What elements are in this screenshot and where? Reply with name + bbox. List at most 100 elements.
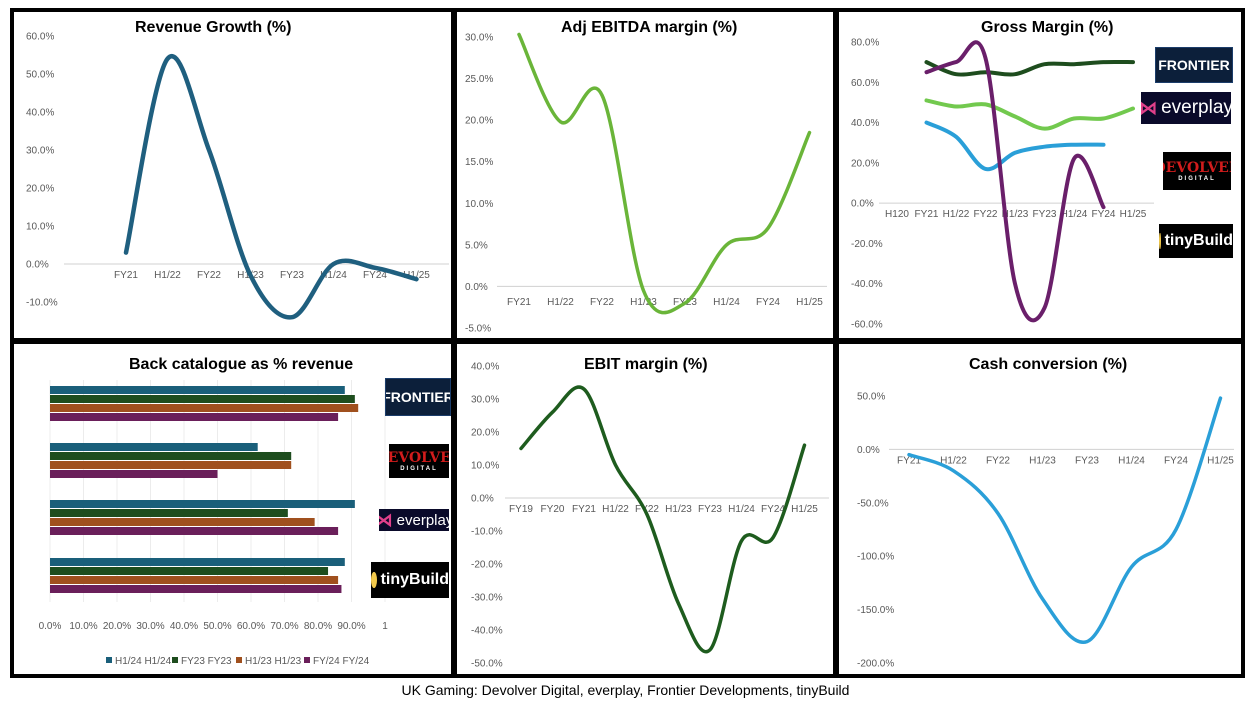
y-tick-label: -40.0% — [851, 279, 883, 290]
y-tick-label: 60.0% — [26, 32, 54, 43]
series-line — [907, 396, 1223, 644]
devolver-logo: DEVOLVERDIGITAL — [1163, 152, 1231, 190]
ebit-margin-chart: 40.0% 30.0% 20.0% 10.0% 0.0% -10.0% -20.0% -30.… — [471, 362, 829, 670]
series-line — [924, 40, 1106, 323]
y-tick-label: 20.0% — [465, 116, 493, 127]
y-tick-label: -200.0% — [857, 659, 894, 670]
y-tick-label: -10.0% — [471, 527, 503, 538]
x-tick-label: H1/22 — [154, 270, 181, 281]
everplay-logo: ⋈ everplay — [379, 509, 449, 531]
y-tick-label: 20.0% — [851, 158, 879, 169]
x-tick-label: FY23 — [698, 504, 722, 515]
x-tick-label: FY21 — [915, 209, 939, 220]
y-tick-label: 50.0% — [857, 392, 885, 403]
x-tick-label: 40.0% — [170, 621, 198, 632]
x-tick-label: FY22 — [590, 297, 614, 308]
x-tick-label: 60.0% — [237, 621, 265, 632]
legend-swatch — [172, 657, 178, 663]
legend-label: FY/24 FY/24 — [313, 656, 370, 667]
series-line — [519, 385, 807, 654]
series-line — [924, 120, 1106, 172]
legend-label: H1/23 H1/23 — [245, 656, 302, 667]
bar — [50, 567, 329, 575]
x-tick-label: H1/22 — [940, 455, 967, 466]
y-tick-label: 40.0% — [26, 108, 54, 119]
gross-margin-panel: Gross Margin (%) 80.0% 60.0% 40.0% 20.0% 0.0… — [839, 12, 1241, 338]
x-tick-label: H1/25 — [1207, 455, 1234, 466]
x-tick-label: FY22 — [986, 455, 1010, 466]
revenue-growth-title: Revenue Growth (%) — [135, 19, 292, 36]
gross-margin-chart: 80.0% 60.0% 40.0% 20.0% 0.0% -20.0% -40.0% -60.… — [851, 38, 1154, 331]
x-tick-label: 0.0% — [39, 621, 62, 632]
x-tick-label: 10.0% — [69, 621, 97, 632]
bar — [50, 404, 359, 412]
x-tick-label: 20.0% — [103, 621, 131, 632]
x-tick-label: H1/23 — [1002, 209, 1029, 220]
y-tick-label: 40.0% — [471, 362, 499, 373]
devolver-logo: DEVOLVERDIGITAL — [389, 444, 449, 478]
x-tick-label: 90.0% — [337, 621, 365, 632]
y-tick-label: -20.0% — [471, 560, 503, 571]
bar — [50, 452, 292, 460]
legend-swatch — [236, 657, 242, 663]
bar — [50, 443, 258, 451]
x-tick-label: H1/23 — [1029, 455, 1056, 466]
x-tick-label: FY21 — [572, 504, 596, 515]
y-tick-label: 30.0% — [465, 33, 493, 44]
gross-margin-title: Gross Margin (%) — [981, 19, 1114, 36]
x-tick-label: FY24 — [761, 504, 785, 515]
series-line — [924, 59, 1135, 77]
x-tick-label: H1/25 — [791, 504, 818, 515]
y-tick-label: 0.0% — [465, 282, 488, 293]
x-tick-label: FY19 — [509, 504, 533, 515]
legend-swatch — [304, 657, 310, 663]
bar — [50, 518, 315, 526]
y-tick-label: 0.0% — [851, 199, 874, 210]
ebit-margin-panel: EBIT margin (%) 40.0% 30.0% 20.0% 10.0% 0.0%… — [457, 344, 833, 674]
back-catalogue-title: Back catalogue as % revenue — [129, 356, 354, 373]
back-catalogue-chart: 0.0% 10.0% 20.0% 30.0% 40.0% 50.0% 60.0% 70.0% 8… — [39, 380, 388, 667]
x-tick-label: FY24 — [1092, 209, 1116, 220]
x-tick-label: H1/23 — [665, 504, 692, 515]
x-tick-label: FY20 — [541, 504, 565, 515]
x-tick-label: 70.0% — [270, 621, 298, 632]
legend-swatch — [106, 657, 112, 663]
bar — [50, 413, 339, 421]
tinybuild-logo: tinyBuild — [1159, 224, 1233, 258]
y-tick-label: 0.0% — [26, 260, 49, 271]
x-tick-label: H1/24 — [728, 504, 755, 515]
tinybuild-face-icon — [1159, 233, 1161, 249]
x-tick-label: FY21 — [507, 297, 531, 308]
x-tick-label: FY22 — [974, 209, 998, 220]
back-catalogue-panel: Back catalogue as % revenue 0.0% 10.0% 20.… — [14, 344, 451, 674]
y-tick-label: -60.0% — [851, 320, 883, 331]
y-tick-label: 30.0% — [471, 395, 499, 406]
tinybuild-face-icon — [371, 572, 377, 588]
x-tick-label: H1/24 — [1118, 455, 1145, 466]
y-tick-label: -150.0% — [857, 605, 894, 616]
y-tick-label: 0.0% — [471, 494, 494, 505]
bar — [50, 576, 339, 584]
bar — [50, 386, 345, 394]
y-tick-label: -10.0% — [26, 298, 58, 309]
legend-label: FY23 FY23 — [181, 656, 232, 667]
cash-conversion-panel: Cash conversion (%) 50.0% 0.0% -50.0% -100.… — [839, 344, 1241, 674]
x-tick-label: H1/22 — [943, 209, 970, 220]
bar — [50, 585, 342, 593]
y-tick-label: 30.0% — [26, 146, 54, 157]
revenue-growth-panel: Revenue Growth (%) 60.0% 50.0% 40.0% 30.0% 2… — [14, 12, 451, 338]
bar — [50, 461, 292, 469]
x-tick-label: FY21 — [897, 455, 921, 466]
x-tick-label: FY23 — [1075, 455, 1099, 466]
chart-grid-frame: Revenue Growth (%) 60.0% 50.0% 40.0% 30.0% 2… — [10, 8, 1245, 678]
y-tick-label: -100.0% — [857, 552, 894, 563]
y-tick-label: -20.0% — [851, 239, 883, 250]
y-tick-label: 0.0% — [857, 445, 880, 456]
y-tick-label: 15.0% — [465, 157, 493, 168]
y-tick-label: -40.0% — [471, 626, 503, 637]
x-tick-label: FY22 — [635, 504, 659, 515]
figure-caption: UK Gaming: Devolver Digital, everplay, F… — [401, 682, 850, 698]
y-tick-label: -30.0% — [471, 593, 503, 604]
bar — [50, 527, 339, 535]
x-tick-label: FY24 — [756, 297, 780, 308]
